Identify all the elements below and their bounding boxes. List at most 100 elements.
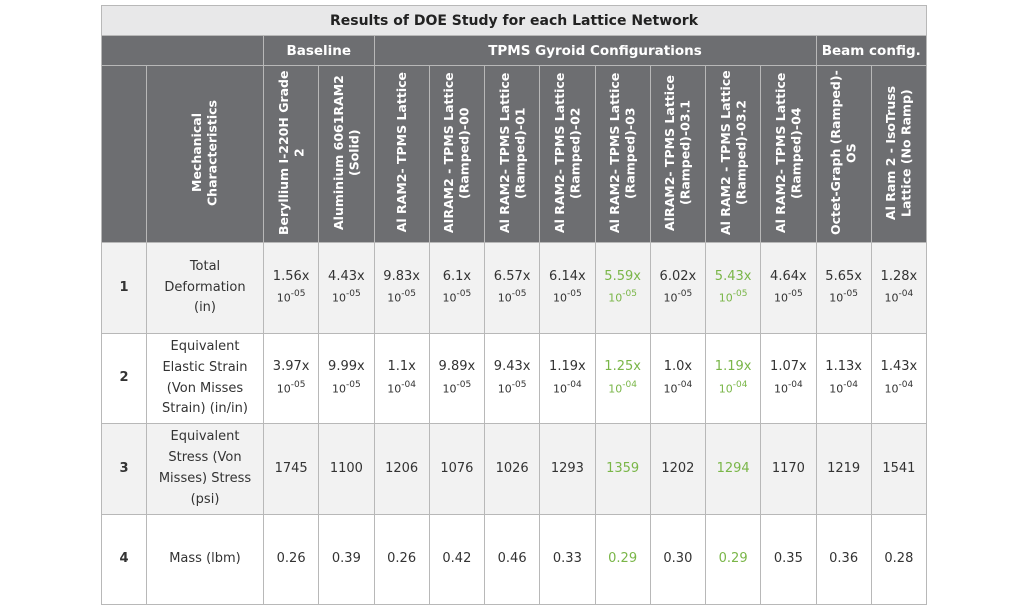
value-cell: 9.89x 10-05 <box>428 333 486 424</box>
coefficient: 5.43x <box>714 268 752 284</box>
power-base: 10 <box>608 382 623 396</box>
value-cell: 1026 <box>483 423 541 515</box>
exponent: -05 <box>290 379 306 390</box>
column-header-cell: AIRAM2 - TPMS Lattice (Ramped)-00 <box>428 65 486 243</box>
coefficient: 1.13x <box>825 359 862 375</box>
value-cell: 6.02x 10-05 <box>649 242 707 334</box>
coefficient: 1.19x <box>714 359 752 375</box>
exponent: -05 <box>788 289 803 300</box>
value-cell: 1.28x 10-04 <box>870 242 928 334</box>
value-cell: 3.97x 10-05 <box>262 333 320 424</box>
row-label: Total Deformation (in) <box>146 242 264 334</box>
column-header: AlRAM2- TPMS Lattice (Ramped)-03.1 <box>662 74 693 231</box>
power-base: 10 <box>608 291 623 305</box>
column-header-cell: Aluminium 6061RAM2 (Solid) <box>318 65 375 243</box>
column-header-cell: Al RAM2- TPMS Lattice <box>373 65 430 243</box>
coefficient: 1.1x <box>387 359 416 375</box>
coefficient: 3.97x <box>272 359 310 375</box>
value-cell: 1.19x 10-04 <box>539 333 596 424</box>
exponent: -04 <box>788 379 803 390</box>
value-cell: 1.1x 10-04 <box>373 333 430 424</box>
value-cell: 0.28 <box>870 514 928 605</box>
column-header: Al RAM2- TPMS Lattice (Ramped)-02 <box>551 72 583 233</box>
coefficient: 1.0x <box>663 359 693 375</box>
value-cell: 0.26 <box>262 514 320 605</box>
power-base: 10 <box>718 291 733 305</box>
value-cell: 0.29 <box>594 514 651 605</box>
coefficient: 1.07x <box>770 359 807 375</box>
power-base: 10 <box>774 382 789 396</box>
value-cell: 0.33 <box>539 514 596 605</box>
value-cell: 5.43x 10-05 <box>704 242 762 334</box>
value-cell: 0.39 <box>318 514 375 605</box>
group-row: Baseline TPMS Gyroid Configurations Beam c… <box>101 35 927 66</box>
column-header: Al RAM2 - TPMS Lattice (Ramped)-03.2 <box>717 70 749 235</box>
coefficient: 1.43x <box>880 359 918 375</box>
exponent: -05 <box>732 289 748 300</box>
exponent: -04 <box>567 379 582 390</box>
exponent: -04 <box>677 379 693 390</box>
coefficient: 6.02x <box>659 268 697 284</box>
coefficient: 1.25x <box>604 359 641 375</box>
row-label: Mass (lbm) <box>146 514 264 605</box>
exponent: -05 <box>567 289 582 300</box>
exponent: -04 <box>843 379 858 390</box>
value-cell: 9.43x 10-05 <box>483 333 541 424</box>
value-cell: 6.1x 10-05 <box>428 242 486 334</box>
column-header-cell: AlRAM2- TPMS Lattice (Ramped)-03.1 <box>649 65 707 243</box>
value-cell: 9.83x 10-05 <box>373 242 430 334</box>
exponent: -05 <box>511 289 527 300</box>
coefficient: 9.43x <box>493 359 531 375</box>
power-base: 10 <box>497 291 512 305</box>
value-cell: 1.0x 10-04 <box>649 333 707 424</box>
row-number: 1 <box>101 242 147 334</box>
exponent: -05 <box>346 289 361 300</box>
exponent: -05 <box>401 289 416 300</box>
value-cell: 1206 <box>373 423 430 515</box>
power-base: 10 <box>829 291 844 305</box>
column-header-cell: Al RAM2- TPMS Lattice (Ramped)-02 <box>539 65 596 243</box>
column-header-cell: Al RAM2 - TPMS Lattice (Ramped)-03.2 <box>704 65 762 243</box>
exponent: -05 <box>456 289 472 300</box>
power-base: 10 <box>332 291 347 305</box>
column-header-cell: Beryllium I-220H Grade 2 <box>262 65 320 243</box>
power-base: 10 <box>553 382 568 396</box>
column-header-cell: Al RAM2- TPMS Lattice (Ramped)-03 <box>594 65 651 243</box>
column-header: Al RAM2- TPMS Lattice <box>393 72 409 233</box>
value-cell: 1170 <box>760 423 817 515</box>
blank-header <box>101 35 264 66</box>
value-cell: 1293 <box>539 423 596 515</box>
row-number: 3 <box>101 423 147 515</box>
data-row: 4 Mass (lbm) 0.26 0.39 0.26 0.42 0.46 0.33 0.29 0… <box>101 514 928 605</box>
row-label: Equivalent Elastic Strain (Von Misses St… <box>146 333 264 424</box>
exponent: -05 <box>677 289 693 300</box>
value-cell: 4.43x 10-05 <box>318 242 375 334</box>
exponent: -05 <box>290 289 306 300</box>
coefficient: 5.65x <box>825 268 862 284</box>
value-cell: 1541 <box>870 423 928 515</box>
row-label: Equivalent Stress (Von Misses) Stress (p… <box>146 423 264 515</box>
value-cell: 5.59x 10-05 <box>594 242 651 334</box>
power-base: 10 <box>442 382 457 396</box>
column-header-row: Mechanical Characteristics Beryllium I-22… <box>101 65 928 243</box>
column-header-cell: Octet-Graph (Ramped)-OS <box>815 65 872 243</box>
power-base: 10 <box>663 291 678 305</box>
column-header: Al RAM2- TPMS Lattice (Ramped)-04 <box>772 72 804 233</box>
coefficient: 9.99x <box>328 359 365 375</box>
coefficient: 9.83x <box>383 268 420 284</box>
value-cell: 0.35 <box>760 514 817 605</box>
title-row: Results of DOE Study for each Lattice Ne… <box>101 5 927 36</box>
value-cell: 1100 <box>318 423 375 515</box>
value-cell: 1359 <box>594 423 651 515</box>
value-cell: 9.99x 10-05 <box>318 333 375 424</box>
value-cell: 1202 <box>649 423 707 515</box>
value-cell: 1294 <box>704 423 762 515</box>
coefficient: 6.1x <box>442 268 472 284</box>
exponent: -04 <box>898 379 914 390</box>
column-header: Beryllium I-220H Grade 2 <box>275 70 307 235</box>
exponent: -05 <box>346 379 361 390</box>
power-base: 10 <box>497 382 512 396</box>
value-cell: 1.13x 10-04 <box>815 333 872 424</box>
value-cell: 0.46 <box>483 514 541 605</box>
